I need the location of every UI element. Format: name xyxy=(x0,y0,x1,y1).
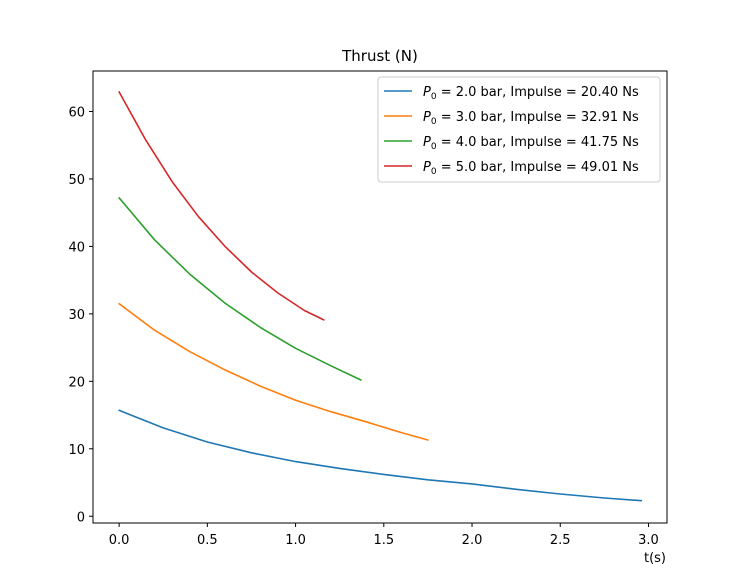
axes-frame xyxy=(92,70,668,524)
y-tick-label: 30 xyxy=(68,308,85,323)
y-tick-label: 20 xyxy=(68,375,85,390)
series-line-2 xyxy=(118,302,429,441)
y-tick-label: 40 xyxy=(68,240,85,255)
x-tick-label: 1.5 xyxy=(373,533,394,548)
legend-label: P0 = 4.0 bar, Impulse = 41.75 Ns xyxy=(423,135,639,152)
series-line-1 xyxy=(118,409,643,502)
plot-area xyxy=(118,91,643,502)
x-tick-label: 2.5 xyxy=(550,533,571,548)
legend: P0 = 2.0 bar, Impulse = 20.40 Ns P0 = 3.0… xyxy=(377,76,661,183)
y-tick-label: 0 xyxy=(77,510,85,525)
legend-label: P0 = 2.0 bar, Impulse = 20.40 Ns xyxy=(423,85,639,102)
x-tick-label: 2.0 xyxy=(462,533,483,548)
x-tick-label: 3.0 xyxy=(638,533,659,548)
y-tick-label: 50 xyxy=(68,173,85,188)
x-tick-label: 1.0 xyxy=(285,533,306,548)
x-tick-label: 0.0 xyxy=(109,533,130,548)
axis-ticks: 0.0 0.5 1.0 1.5 2.0 2.5 3.0 0 10 20 30 40 50 60 xyxy=(68,105,658,548)
x-axis-label: t(s) xyxy=(644,551,666,566)
legend-box xyxy=(377,76,661,183)
chart-title: Thrust (N) xyxy=(341,47,418,65)
series-line-4 xyxy=(118,91,325,321)
y-tick-label: 10 xyxy=(68,443,85,458)
y-tick-label: 60 xyxy=(68,105,85,120)
x-tick-label: 0.5 xyxy=(197,533,218,548)
legend-label: P0 = 3.0 bar, Impulse = 32.91 Ns xyxy=(423,110,639,127)
series-line-3 xyxy=(118,197,362,381)
legend-label: P0 = 5.0 bar, Impulse = 49.01 Ns xyxy=(423,160,639,177)
